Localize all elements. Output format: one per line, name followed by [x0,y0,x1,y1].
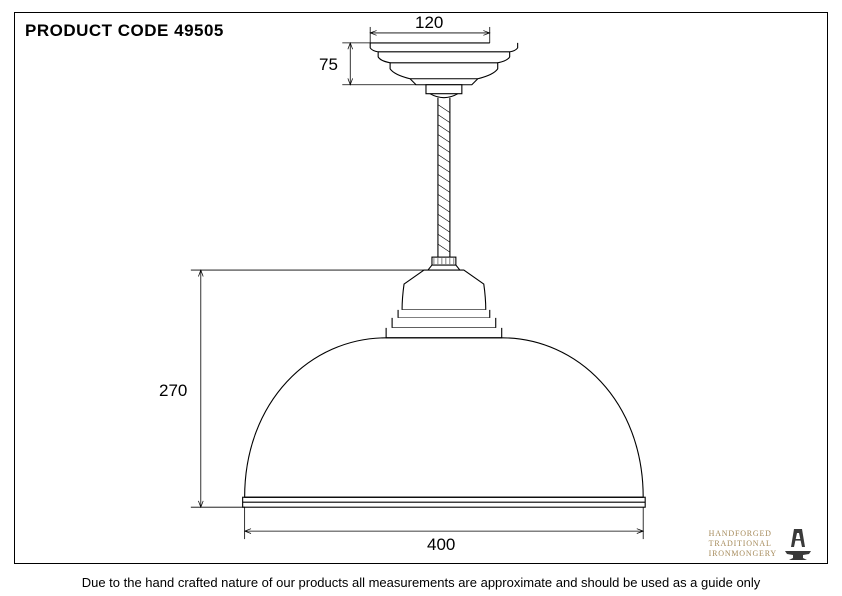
dim-shade-height: 270 [159,381,187,401]
brand-mark: HANDFORGED TRADITIONAL IRONMONGERY [709,527,813,561]
dim-shade-width: 400 [427,535,455,555]
brand-line3: IRONMONGERY [709,549,777,559]
brand-line2: TRADITIONAL [709,539,777,549]
brand-text: HANDFORGED TRADITIONAL IRONMONGERY [709,529,777,559]
pendant-light-drawing [15,13,827,563]
diagram-frame: PRODUCT CODE 49505 [14,12,828,564]
disclaimer-footer: Due to the hand crafted nature of our pr… [0,575,842,590]
dim-canopy-height: 75 [319,55,338,75]
anvil-logo-icon [783,527,813,561]
brand-line1: HANDFORGED [709,529,777,539]
product-code-title: PRODUCT CODE 49505 [25,21,224,41]
dim-canopy-width: 120 [415,13,443,33]
